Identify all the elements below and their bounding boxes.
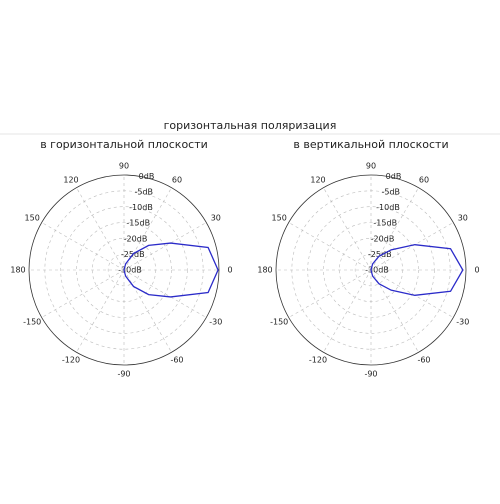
angular-grid [123,269,172,353]
radial-tick-label: -5dB [381,188,400,197]
radial-tick-label: -10dB [376,203,400,212]
radial-tick-label: -25dB [368,250,392,259]
radial-grid [107,253,141,287]
radial-grid [323,222,419,318]
radial-tick-label: -20dB [124,234,148,243]
angular-grid [323,269,372,353]
angle-tick-label: 30 [458,214,468,223]
radial-grid [76,222,172,318]
angular-grid [323,187,372,271]
angle-tick-label: 60 [419,175,429,184]
radial-tick-label: -10dB [129,203,153,212]
angle-tick-label: 120 [63,175,78,184]
angle-tick-label: 90 [119,162,129,171]
angle-tick-label: 180 [10,266,25,275]
angular-grid [370,269,419,353]
angle-tick-label: 0 [474,266,479,275]
radial-tick-label: -15dB [373,219,397,228]
angle-tick-label: 150 [272,214,287,223]
angle-tick-label: -120 [309,356,327,365]
angular-grid [41,222,125,271]
subplot-title: в вертикальной плоскости [293,138,448,151]
outer-circle [28,174,220,366]
pattern-line [123,242,219,298]
angle-tick-label: -120 [62,356,80,365]
angle-tick-label: -150 [23,318,41,327]
angular-grid [370,187,419,271]
angle-tick-label: 180 [257,266,272,275]
angle-tick-label: -90 [117,370,130,379]
angle-tick-label: 90 [366,162,376,171]
angular-grid [123,269,207,318]
subplot-title: в горизонтальной плоскости [40,138,208,151]
angle-tick-label: 30 [211,214,221,223]
angular-grid [370,222,454,271]
angle-tick-label: -30 [456,318,469,327]
radial-tick-label: 0dB [139,172,155,181]
angle-tick-label: -90 [364,370,377,379]
pattern-line [370,244,464,296]
angular-grid [123,222,207,271]
angle-tick-label: -150 [270,318,288,327]
angular-grid [370,269,454,318]
figure-title: горизонтальная поляризация [164,119,337,132]
angle-tick-label: 150 [25,214,40,223]
radial-tick-label: 0dB [386,172,402,181]
angle-tick-label: -60 [170,356,183,365]
angular-grid [76,187,125,271]
angular-grid [76,269,125,353]
angular-grid [288,222,372,271]
angle-tick-label: 0 [227,266,232,275]
radial-grid [60,206,188,334]
radial-tick-label: -20dB [371,234,395,243]
angle-tick-label: -30 [209,318,222,327]
angle-tick-label: 120 [310,175,325,184]
radial-grid [307,206,435,334]
outer-circle [275,174,467,366]
angle-tick-label: -60 [417,356,430,365]
radial-tick-label: -5dB [134,188,153,197]
angle-tick-label: 60 [172,175,182,184]
angular-grid [123,187,172,271]
angular-grid [288,269,372,318]
angular-grid [41,269,125,318]
radial-grid [354,253,388,287]
radial-tick-label: -15dB [126,219,150,228]
